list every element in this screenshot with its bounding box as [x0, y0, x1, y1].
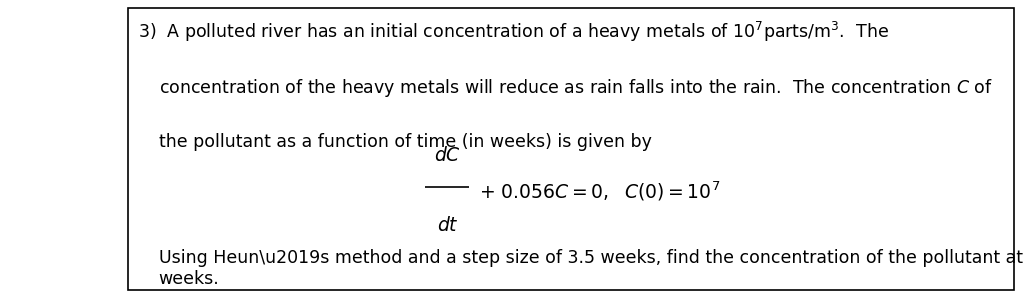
- Text: $\mathit{dC}$: $\mathit{dC}$: [434, 146, 461, 165]
- Text: Using Heun\u2019s method and a step size of 3.5 weeks, find the concentration of: Using Heun\u2019s method and a step size…: [159, 249, 1024, 267]
- Text: the pollutant as a function of time (in weeks) is given by: the pollutant as a function of time (in …: [159, 133, 651, 151]
- Text: weeks.: weeks.: [159, 270, 219, 288]
- Text: $+ \ 0.056C = 0, \ \ C(0) = 10^7$: $+ \ 0.056C = 0, \ \ C(0) = 10^7$: [479, 179, 721, 203]
- FancyBboxPatch shape: [128, 8, 1014, 290]
- Text: $\mathit{dt}$: $\mathit{dt}$: [436, 216, 459, 235]
- Text: concentration of the heavy metals will reduce as rain falls into the rain.  The : concentration of the heavy metals will r…: [159, 77, 992, 99]
- Text: 3)  A polluted river has an initial concentration of a heavy metals of $\mathreg: 3) A polluted river has an initial conce…: [138, 20, 889, 44]
